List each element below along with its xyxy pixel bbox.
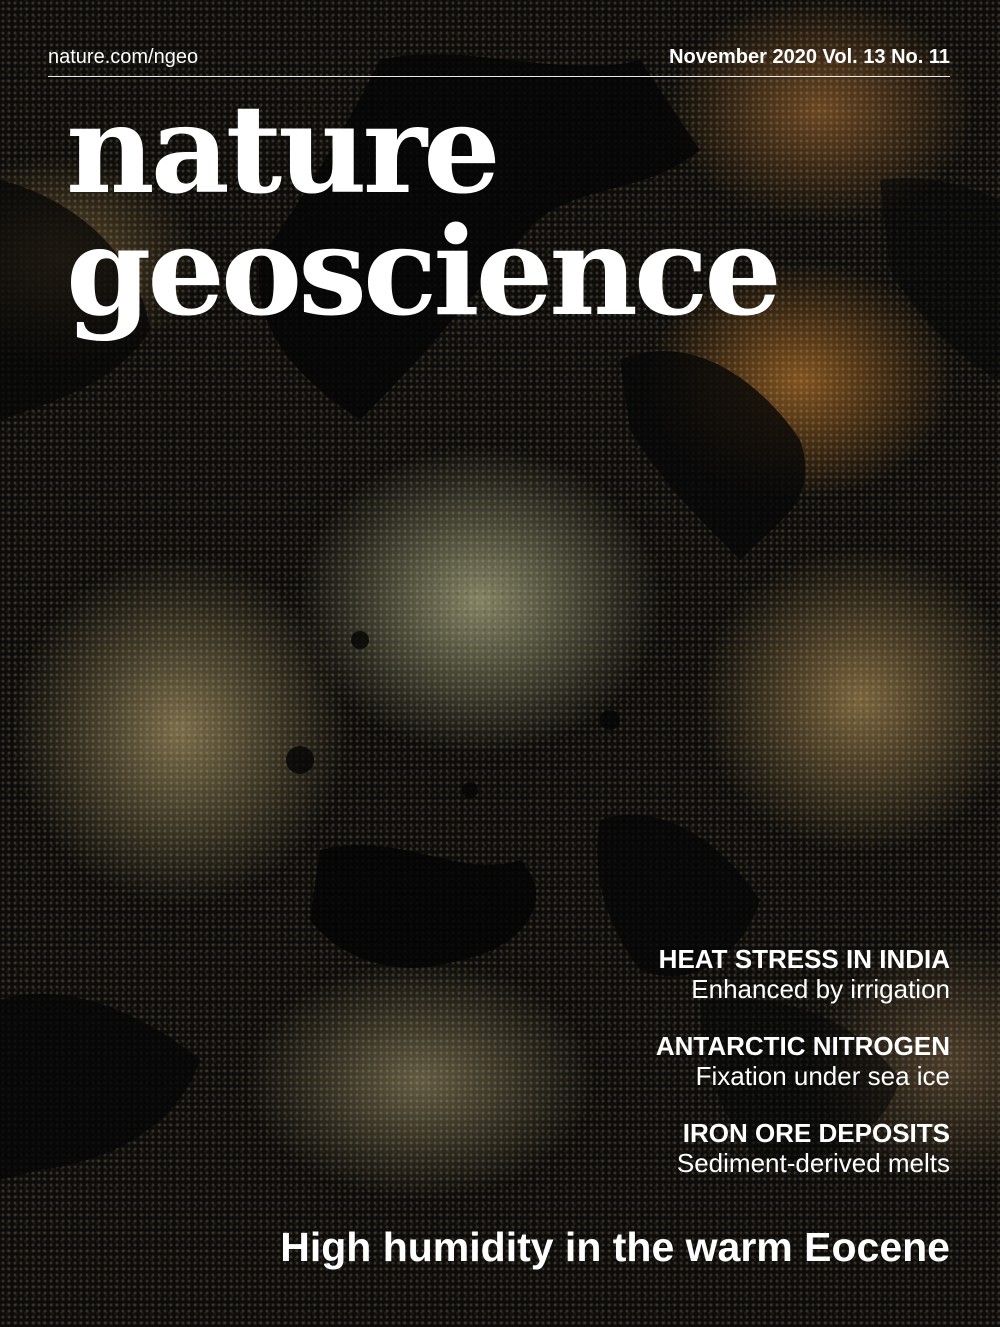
website-url: nature.com/ngeo: [48, 46, 199, 68]
cover-teasers: HEAT STRESS IN INDIA Enhanced by irrigat…: [656, 944, 950, 1205]
teaser-subtitle: Enhanced by irrigation: [691, 974, 950, 1004]
teaser-headline: ANTARCTIC NITROGEN: [655, 1031, 950, 1061]
teaser-headline: IRON ORE DEPOSITS: [682, 1118, 950, 1148]
teaser-item: HEAT STRESS IN INDIA Enhanced by irrigat…: [656, 944, 950, 1004]
teaser-subtitle: Sediment-derived melts: [676, 1148, 950, 1178]
teaser-subtitle: Fixation under sea ice: [695, 1061, 950, 1091]
teaser-item: IRON ORE DEPOSITS Sediment-derived melts: [656, 1118, 950, 1178]
masthead-line-2: geoscience: [66, 199, 782, 343]
journal-masthead: nature geoscience: [66, 77, 782, 343]
teaser-item: ANTARCTIC NITROGEN Fixation under sea ic…: [656, 1031, 950, 1091]
issue-date-volume: November 2020 Vol. 13 No. 11: [669, 46, 950, 68]
cover-story-title: High humidity in the warm Eocene: [280, 1224, 950, 1270]
teaser-headline: HEAT STRESS IN INDIA: [658, 944, 950, 974]
header-divider: [48, 76, 950, 77]
masthead-line-1: nature: [66, 77, 501, 221]
